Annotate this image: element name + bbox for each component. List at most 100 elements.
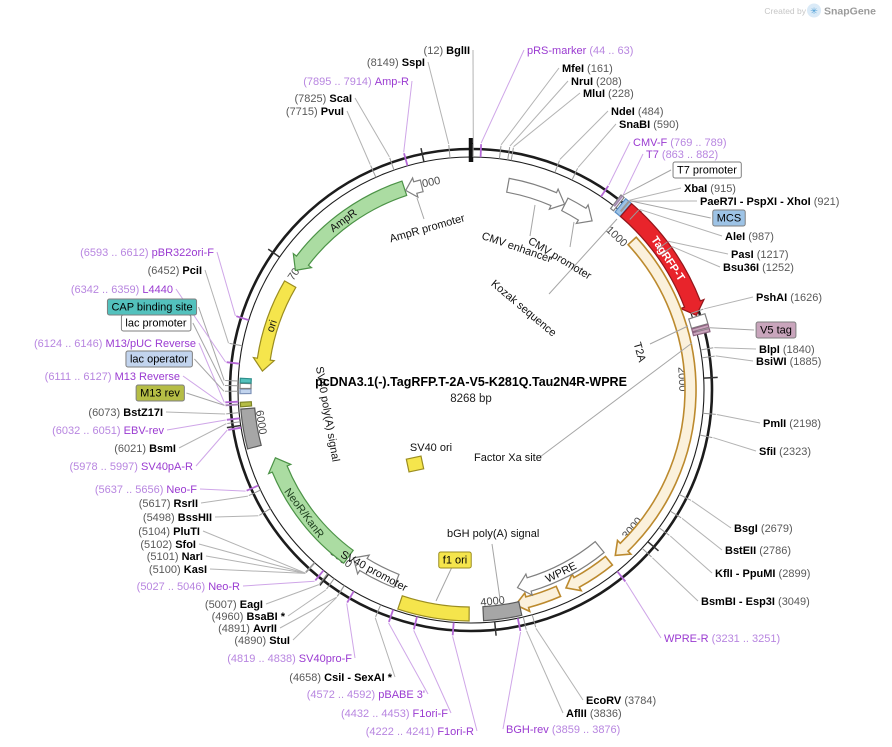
feature-cmv-promoter[interactable] <box>560 197 593 225</box>
feature-label-t2a[interactable]: T2A <box>631 341 648 364</box>
site-label-mcs[interactable]: MCS <box>717 213 741 225</box>
feature-label-ampr-promoter[interactable]: AmpR promoter <box>388 212 466 245</box>
site-label-rsrii[interactable]: (5617) RsrII <box>139 498 198 510</box>
site-label-snabi[interactable]: SnaBI (590) <box>619 119 679 131</box>
feature-wpre[interactable] <box>516 540 605 597</box>
site-label-bsabi[interactable]: (4960) BsaBI * <box>212 611 286 623</box>
site-label-kasi[interactable]: (5100) KasI <box>149 564 207 576</box>
site-label-blpi[interactable]: BlpI (1840) <box>759 344 815 356</box>
site-label-ecorv[interactable]: EcoRV (3784) <box>586 695 656 707</box>
site-label-ndei[interactable]: NdeI (484) <box>611 106 664 118</box>
site-label-f1orif[interactable]: (4432 .. 4453) F1ori-F <box>341 708 448 720</box>
site-label-v5[interactable]: V5 tag <box>760 325 792 337</box>
site-label-bglii[interactable]: (12) BglII <box>424 45 470 57</box>
feature-cap-site[interactable] <box>239 377 252 384</box>
site-label-csii[interactable]: (4658) CsiI - SexAI * <box>289 672 392 684</box>
site-label-eagi[interactable]: (5007) EagI <box>205 599 263 611</box>
feature-sv40-ori-box[interactable] <box>405 455 425 473</box>
site-label-pluti[interactable]: (5104) PluTI <box>138 526 200 538</box>
site-label-xbai[interactable]: XbaI (915) <box>684 183 736 195</box>
feature-label-ori[interactable]: ori <box>265 319 280 334</box>
site-label-pbabe[interactable]: (4572 .. 4592) pBABE 3' <box>307 689 425 701</box>
feature-label-sv40-ori[interactable]: SV40 ori <box>410 442 452 454</box>
feature-lac-promoter-site[interactable] <box>239 382 252 390</box>
site-label-mfei[interactable]: MfeI (161) <box>562 63 613 75</box>
site-label-box-t7prom[interactable] <box>672 161 742 179</box>
site-label-cap[interactable]: CAP binding site <box>111 302 192 314</box>
feature-m13-rev-site[interactable] <box>239 401 253 408</box>
site-label-pmli[interactable]: PmlI (2198) <box>763 418 821 430</box>
site-label-pasi[interactable]: PasI (1217) <box>731 249 789 261</box>
site-label-t7prom[interactable]: T7 promoter <box>677 165 737 177</box>
feature-v5-site-b[interactable] <box>691 327 711 337</box>
feature-insert-orf-2[interactable] <box>564 555 614 592</box>
site-label-box-mcs[interactable] <box>712 209 746 227</box>
site-label-pshai[interactable]: PshAI (1626) <box>756 292 822 304</box>
site-label-bghrev[interactable]: BGH-rev (3859 .. 3876) <box>506 724 620 736</box>
feature-label-factor-xa[interactable]: Factor Xa site <box>474 452 542 464</box>
feature-label-neor-kanr[interactable]: NeoR/KanR <box>281 486 326 540</box>
feature-ori[interactable] <box>252 280 297 373</box>
site-label-neof[interactable]: (5637 .. 5656) Neo-F <box>95 484 197 496</box>
site-label-ampr_r[interactable]: (7895 .. 7914) Amp-R <box>303 76 409 88</box>
site-label-t7[interactable]: T7 (863 .. 882) <box>646 149 718 161</box>
site-label-bsmbi[interactable]: BsmBI - Esp3I (3049) <box>701 596 810 608</box>
site-label-box-v5[interactable] <box>755 321 797 339</box>
site-label-nrui[interactable]: NruI (208) <box>571 76 622 88</box>
feature-sv40-poly-a[interactable] <box>240 407 262 450</box>
site-label-scai[interactable]: (7825) ScaI <box>295 93 352 105</box>
site-label-m13reverse[interactable]: (6111 .. 6127) M13 Reverse <box>45 371 180 383</box>
site-label-box-cap[interactable] <box>106 298 198 316</box>
site-label-bstz17i[interactable]: (6073) BstZ17I <box>88 407 163 419</box>
feature-insert-orf[interactable] <box>614 236 697 557</box>
feature-cmv-enhancer[interactable] <box>506 177 566 211</box>
site-label-ebvrev[interactable]: (6032 .. 6051) EBV-rev <box>52 425 164 437</box>
feature-sv40-promoter[interactable] <box>352 554 400 589</box>
site-label-pbr322[interactable]: (6593 .. 6612) pBR322ori-F <box>80 247 214 259</box>
feature-label-sv40-promoter[interactable]: SV40 promoter <box>338 549 409 595</box>
feature-tagrfp-t[interactable] <box>619 202 706 317</box>
site-label-pvui[interactable]: (7715) PvuI <box>286 106 344 118</box>
site-label-sfoi[interactable]: (5102) SfoI <box>140 539 196 551</box>
site-label-stui[interactable]: (4890) StuI <box>234 635 290 647</box>
site-label-lacprom[interactable]: lac promoter <box>125 318 186 330</box>
feature-label-bgh-poly-a[interactable]: bGH poly(A) signal <box>447 528 539 540</box>
feature-ampr-promoter[interactable] <box>404 176 424 199</box>
site-label-bsu36i[interactable]: Bsu36I (1252) <box>723 262 794 274</box>
feature-label-kozak[interactable]: Kozak sequence <box>488 278 558 339</box>
site-label-prs[interactable]: pRS-marker (44 .. 63) <box>527 45 633 57</box>
site-label-neor_r[interactable]: (5027 .. 5046) Neo-R <box>137 581 240 593</box>
site-label-m13puc[interactable]: (6124 .. 6146) M13/pUC Reverse <box>34 338 196 350</box>
feature-v5-site-a[interactable] <box>690 323 710 333</box>
site-label-mlui[interactable]: MluI (228) <box>583 88 634 100</box>
feature-lac-operator-site[interactable] <box>239 388 252 395</box>
site-label-box-m13rev[interactable] <box>135 384 185 402</box>
feature-f1-ori[interactable] <box>397 595 470 622</box>
site-label-bsgi[interactable]: BsgI (2679) <box>734 523 793 535</box>
site-label-paer[interactable]: PaeR7I - PspXI - XhoI (921) <box>700 196 839 208</box>
site-label-sv40prof[interactable]: (4819 .. 4838) SV40pro-F <box>227 653 352 665</box>
site-label-nari[interactable]: (5101) NarI <box>147 551 203 563</box>
site-label-f1orir[interactable]: (4222 .. 4241) F1ori-R <box>366 726 474 738</box>
site-label-aflii[interactable]: AflII (3836) <box>566 708 622 720</box>
feature-label-f1-ori[interactable]: f1 ori <box>443 555 467 567</box>
feature-bgh-poly-a[interactable] <box>482 600 523 622</box>
site-label-kfli[interactable]: KflI - PpuMI (2899) <box>715 568 810 580</box>
site-label-sspi[interactable]: (8149) SspI <box>367 57 425 69</box>
site-label-lacop[interactable]: lac operator <box>130 354 188 366</box>
site-label-sfii[interactable]: SfiI (2323) <box>759 446 811 458</box>
site-label-bsshii[interactable]: (5498) BssHII <box>143 512 212 524</box>
feature-ampr[interactable] <box>292 180 408 272</box>
site-label-bsmi[interactable]: (6021) BsmI <box>114 443 176 455</box>
site-label-bsteii[interactable]: BstEII (2786) <box>725 545 791 557</box>
feature-neor-kanr[interactable] <box>267 457 355 565</box>
feature-label-box-f1-ori[interactable] <box>438 551 472 569</box>
site-label-box-lacop[interactable] <box>125 350 193 368</box>
site-label-bsiwi[interactable]: BsiWI (1885) <box>756 356 821 368</box>
site-label-alei[interactable]: AleI (987) <box>725 231 774 243</box>
site-label-l4440[interactable]: (6342 .. 6359) L4440 <box>71 284 173 296</box>
site-label-cmvf[interactable]: CMV-F (769 .. 789) <box>633 137 727 149</box>
site-label-m13rev[interactable]: M13 rev <box>140 388 180 400</box>
site-label-sv40par[interactable]: (5978 .. 5997) SV40pA-R <box>69 461 193 473</box>
site-label-avrii[interactable]: (4891) AvrII <box>218 623 277 635</box>
